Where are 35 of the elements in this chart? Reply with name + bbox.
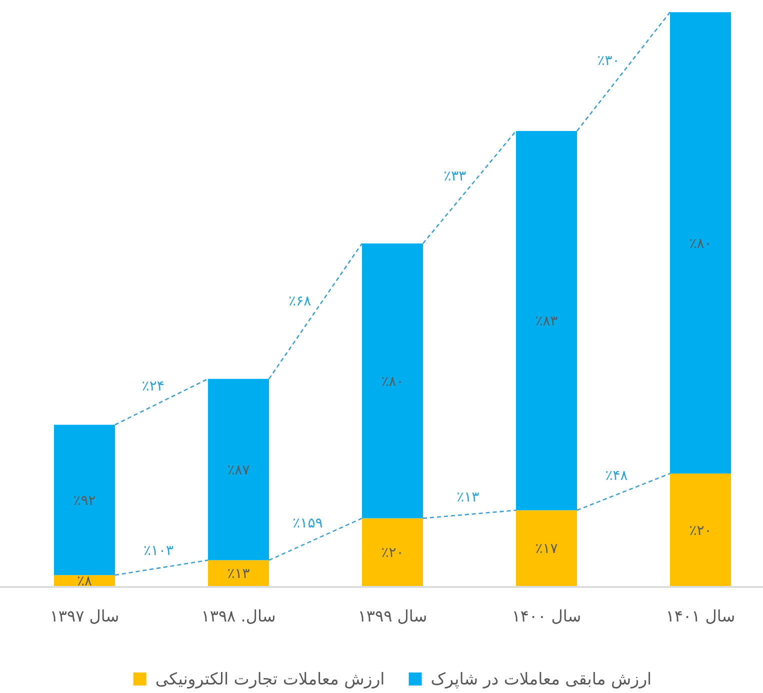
annotation: ٪۳۰ [597, 53, 620, 70]
annotation: ٪۸۷ [227, 462, 250, 479]
annotation: ٪۹۲ [73, 492, 96, 509]
legend-label: ارزش مابقی معاملات در شاپرک [430, 670, 652, 690]
bar [54, 424, 115, 576]
annotation: ٪۶۸ [288, 294, 312, 310]
annotation: ٪۱۳ [456, 489, 480, 506]
bar [670, 474, 731, 586]
annotation: ٪۴۸ [605, 468, 628, 484]
annotation: ٪۲۰ [381, 545, 404, 562]
x-tick-label: سال ۱۳۹۷ [50, 606, 120, 626]
bar [516, 130, 577, 510]
legend-label: ارزش معاملات تجارت الکترونیکی [155, 670, 385, 690]
annotation: ٪۲۴ [142, 378, 164, 395]
annotation: ٪۱۷ [535, 541, 558, 558]
annotation: ٪۸۰ [689, 236, 712, 252]
bar [208, 378, 269, 560]
annotation: ٪۱۳ [227, 566, 250, 582]
x-tick-label: سال ۱۳۹۹ [358, 606, 428, 626]
annotation: ٪۸۳ [535, 314, 558, 330]
x-tick-label: سال. ۱۳۹۸ [201, 606, 276, 626]
annotation: ٪۲۰ [689, 522, 712, 539]
annotation: ٪۱۵۹ [292, 516, 323, 532]
annotation: ٪۸ [76, 574, 92, 590]
bar [670, 12, 731, 474]
x-tick-label: سال ۱۴۰۰ [512, 606, 582, 626]
bar [362, 518, 423, 586]
bar [208, 560, 269, 586]
annotation: ٪۳۳ [444, 168, 467, 184]
bar [54, 575, 115, 586]
annotation: ٪۸۰ [381, 374, 404, 390]
x-tick-label: سال ۱۴۰۱ [666, 606, 736, 626]
bar [362, 243, 423, 518]
bar [516, 510, 577, 586]
annotation: ٪۱۰۳ [143, 542, 174, 559]
